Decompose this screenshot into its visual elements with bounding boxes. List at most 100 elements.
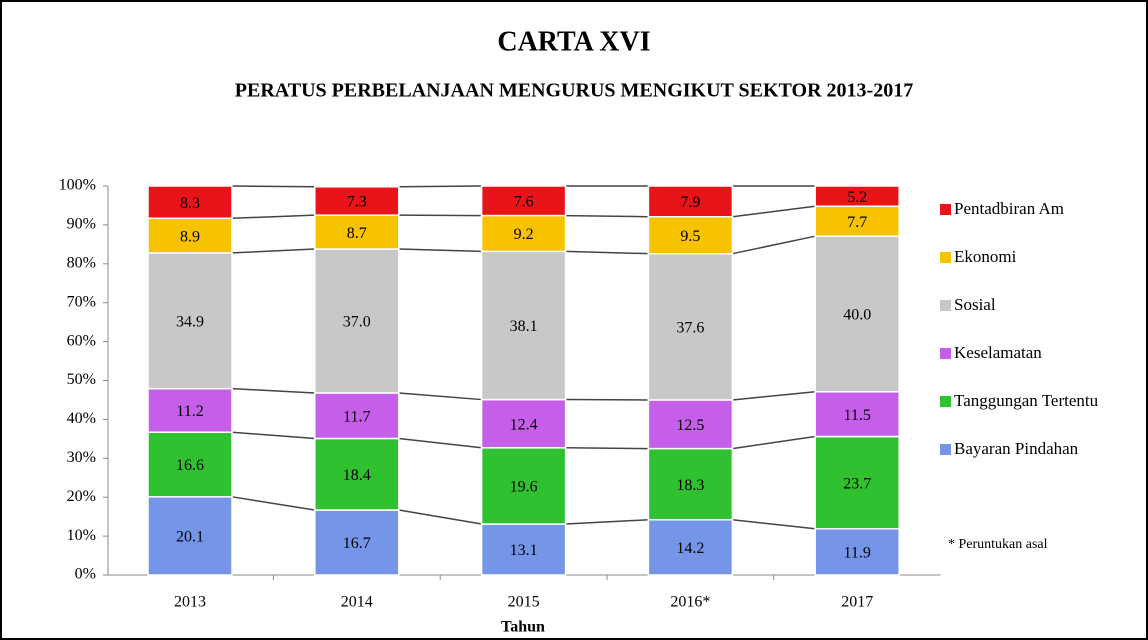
series-line: [732, 435, 816, 450]
legend-label: Sosial: [954, 295, 996, 314]
series-line: [398, 509, 482, 525]
bar-segment: [314, 392, 400, 440]
x-tick-label: 2016*: [670, 594, 710, 611]
series-line: [231, 248, 315, 254]
legend-label: Ekonomi: [954, 247, 1017, 266]
value-label: 37.0: [343, 314, 371, 331]
legend-label: Keselamatan: [954, 343, 1042, 362]
series-line: [231, 185, 315, 188]
bar-segment: [647, 399, 734, 450]
series-line: [732, 519, 816, 530]
bar-segment: [147, 496, 233, 576]
value-label: 5.2: [847, 189, 867, 206]
annotation: * Peruntukan asal: [948, 537, 1048, 552]
bar-segment: [814, 205, 900, 237]
bar-segment: [314, 186, 400, 216]
bar-segment: [147, 431, 233, 498]
value-label: 12.5: [676, 417, 704, 434]
value-label: 11.2: [176, 403, 203, 420]
series-line: [565, 250, 649, 255]
bar-segment: [480, 214, 567, 253]
value-label: 11.9: [843, 545, 870, 562]
legend-label: Bayaran Pindahan: [954, 439, 1079, 458]
x-tick-label: 2015: [508, 594, 540, 611]
series-line: [398, 248, 482, 253]
bar-segment: [314, 509, 400, 576]
legend-label: Pentadbiran Am: [954, 199, 1064, 218]
value-label: 18.4: [343, 467, 371, 484]
series-line: [565, 447, 649, 450]
series-line: [732, 391, 816, 401]
value-label: 23.7: [843, 475, 871, 492]
series-line: [231, 387, 315, 394]
series-line: [231, 431, 315, 440]
series-line: [398, 185, 482, 188]
value-label: 11.7: [343, 408, 370, 425]
series-line: [231, 214, 315, 220]
series-line: [732, 235, 816, 255]
series-line: [732, 205, 816, 218]
legend-label: Tanggungan Tertentu: [954, 391, 1099, 410]
y-tick-label: 20%: [67, 488, 96, 505]
x-tick-label: 2014: [341, 594, 373, 611]
value-label: 8.7: [347, 225, 367, 242]
value-label: 12.4: [510, 416, 538, 433]
series-line: [565, 519, 649, 525]
y-tick-label: 30%: [67, 449, 96, 466]
bar-segment: [147, 252, 233, 390]
value-label: 9.2: [514, 226, 534, 243]
y-tick-label: 10%: [67, 527, 96, 544]
bar-segment: [480, 250, 567, 401]
value-label: 13.1: [510, 542, 538, 559]
bar-segment: [647, 215, 734, 255]
y-tick-label: 70%: [67, 293, 96, 310]
x-tick-label: 2017: [841, 594, 873, 611]
chart-title: CARTA XVI: [497, 26, 650, 57]
y-tick-label: 90%: [67, 216, 96, 233]
bar-segment: [147, 185, 233, 220]
value-label: 14.2: [676, 540, 704, 557]
y-tick-label: 60%: [67, 332, 96, 349]
y-tick-label: 0%: [75, 566, 96, 583]
value-label: 16.6: [176, 457, 204, 474]
value-label: 7.7: [847, 214, 867, 231]
x-tick-label: 2013: [174, 594, 206, 611]
bar-segment: [480, 447, 567, 525]
chart-subtitle: PERATUS PERBELANJAAN MENGURUS MENGIKUT S…: [235, 80, 913, 102]
bar-segment: [314, 214, 400, 250]
legend-swatch: [940, 348, 951, 359]
legend-swatch: [940, 204, 951, 215]
value-label: 9.5: [680, 228, 700, 245]
value-label: 8.3: [180, 195, 200, 212]
bar-segment: [480, 185, 567, 217]
value-label: 7.3: [347, 194, 367, 211]
value-label: 7.6: [514, 193, 534, 210]
bar-segment: [647, 519, 734, 576]
value-label: 7.9: [680, 194, 700, 211]
bar-segment: [814, 435, 900, 530]
value-label: 40.0: [843, 307, 871, 324]
series-line: [398, 392, 482, 401]
y-tick-label: 100%: [59, 177, 96, 194]
value-label: 19.6: [510, 479, 538, 496]
y-tick-label: 80%: [67, 254, 96, 271]
value-label: 37.6: [676, 319, 704, 336]
bar-segment: [814, 185, 900, 207]
legend-swatch: [940, 252, 951, 263]
series-line: [398, 437, 482, 449]
bar-segment: [814, 391, 900, 438]
series-line: [231, 496, 315, 511]
value-label: 16.7: [343, 535, 371, 552]
bar-segment: [314, 437, 400, 511]
bar-segment: [647, 185, 734, 218]
legend-swatch: [940, 300, 951, 311]
value-label: 8.9: [180, 228, 200, 245]
y-tick-label: 40%: [67, 410, 96, 427]
series-line: [565, 214, 649, 218]
x-axis-label: Tahun: [501, 619, 545, 636]
value-label: 11.5: [843, 407, 870, 424]
y-tick-label: 50%: [67, 371, 96, 388]
value-label: 20.1: [176, 529, 204, 546]
bar-segment: [647, 252, 734, 401]
bar-segment: [480, 523, 567, 576]
